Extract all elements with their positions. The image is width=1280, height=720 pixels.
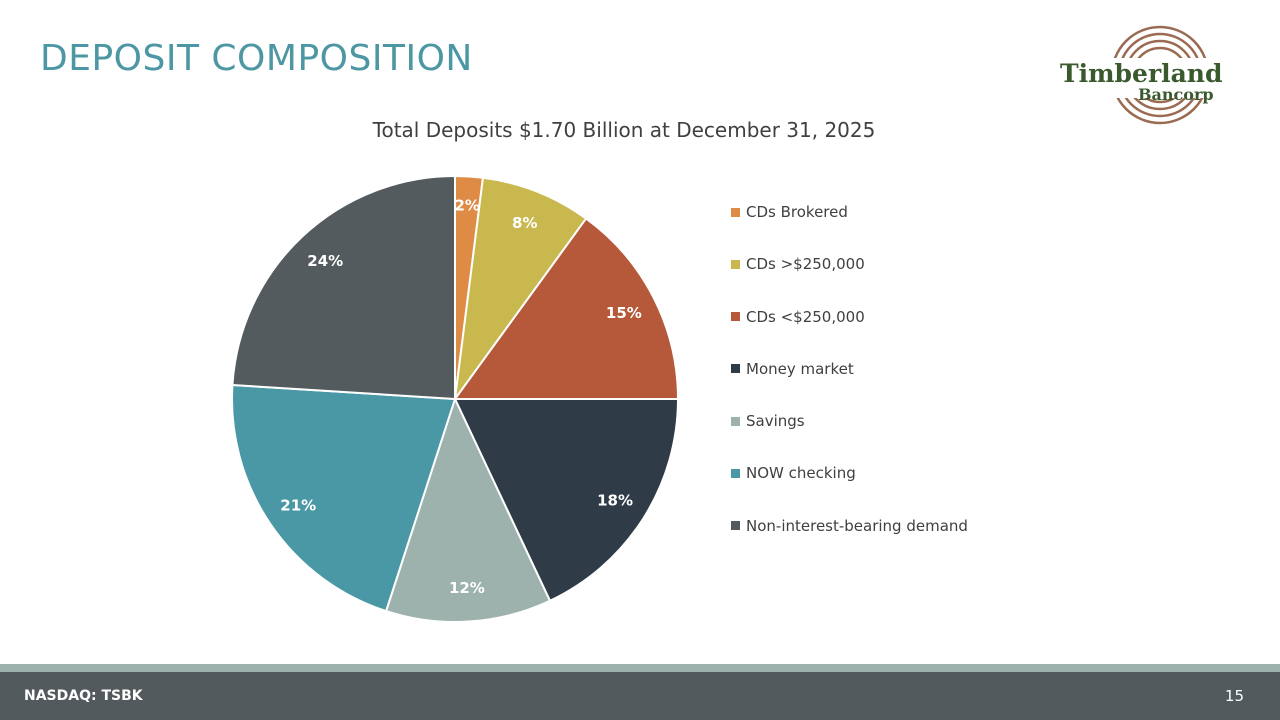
pie-slice-6 [231, 174, 456, 401]
pie-data-label: 24% [307, 252, 343, 270]
pie-slice-3 [453, 398, 680, 603]
legend-item: CDs Brokered [731, 200, 968, 224]
pie-slice-2 [453, 217, 680, 400]
pie-slice-1 [454, 176, 588, 400]
legend-swatch [731, 207, 740, 217]
legend-item: NOW checking [731, 461, 968, 485]
legend-swatch [731, 416, 740, 426]
chart-title: Total Deposits $1.70 Billion at December… [372, 118, 876, 142]
pie-slice-5 [231, 383, 457, 613]
logo-wordmark: Timberland [1060, 59, 1222, 88]
legend-label: Money market [746, 359, 854, 378]
legend-label: Non-interest-bearing demand [746, 516, 968, 535]
legend-label: Savings [746, 412, 805, 431]
legend-label: CDs <$250,000 [746, 307, 865, 326]
legend-item: Money market [731, 357, 968, 381]
legend-swatch [731, 312, 740, 322]
chart-legend: CDs Brokered CDs >$250,000 CDs <$250,000 Mo… [731, 200, 968, 566]
footer-bar: NASDAQ: TSBK 15 [0, 672, 1280, 720]
legend-item: Non-interest-bearing demand [731, 514, 968, 538]
page-number: 15 [1224, 687, 1244, 705]
pie-labels: 2% 8% 15% 18% 12% 21% 24% [280, 196, 642, 597]
pie-data-label: 8% [512, 214, 537, 232]
legend-swatch [731, 259, 740, 269]
pie-slice-4 [384, 396, 552, 623]
legend-swatch [731, 521, 740, 531]
logo-subtitle: Bancorp [1138, 85, 1214, 104]
legend-item: CDs <$250,000 [731, 305, 968, 329]
legend-swatch [731, 468, 740, 478]
ticker-symbol: NASDAQ: TSBK [24, 688, 143, 704]
pie-data-label: 2% [454, 196, 479, 214]
timberland-bancorp-logo: Timberland Bancorp [1058, 25, 1228, 125]
legend-swatch [731, 364, 740, 374]
pie-data-label: 12% [449, 579, 485, 597]
footer-accent-line [0, 664, 1280, 672]
pie-data-label: 21% [280, 497, 316, 515]
legend-label: NOW checking [746, 464, 856, 483]
pie-slices [231, 174, 680, 623]
legend-label: CDs >$250,000 [746, 255, 865, 274]
legend-item: CDs >$250,000 [731, 252, 968, 276]
pie-data-label: 15% [606, 304, 642, 322]
slide-title: DEPOSIT COMPOSITION [40, 38, 473, 79]
legend-item: Savings [731, 409, 968, 433]
legend-label: CDs Brokered [746, 203, 848, 221]
pie-data-label: 18% [597, 492, 633, 510]
